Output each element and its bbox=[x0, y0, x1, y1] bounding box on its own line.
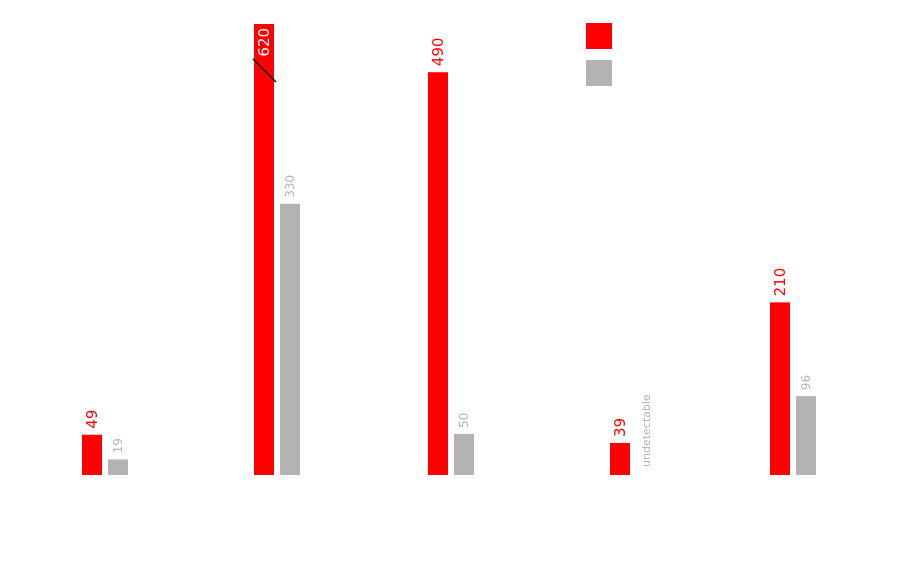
bar-s2-c3 bbox=[454, 433, 474, 475]
bar-s1-c5 bbox=[770, 302, 790, 475]
value-label-s1-c1: 49 bbox=[83, 410, 101, 429]
bar-s2-c5 bbox=[796, 396, 816, 475]
bars-layer bbox=[82, 24, 816, 476]
value-label-s2-c3: 50 bbox=[457, 413, 471, 428]
axis-break-mark bbox=[252, 58, 277, 83]
bar-s1-c4 bbox=[610, 442, 630, 475]
bar-s2-c2 bbox=[280, 203, 300, 476]
value-label-s2-c4: undetectable bbox=[640, 394, 653, 467]
value-label-s1-c3: 490 bbox=[429, 38, 447, 67]
value-label-s2-c1: 19 bbox=[111, 438, 125, 453]
bar-s1-c3 bbox=[428, 72, 448, 475]
value-label-s1-c2: 620 bbox=[255, 28, 273, 57]
legend-swatch-2 bbox=[586, 60, 612, 86]
value-label-s1-c4: 39 bbox=[611, 418, 629, 437]
value-label-s1-c5: 210 bbox=[771, 268, 789, 297]
legend bbox=[586, 23, 612, 86]
value-label-s2-c5: 96 bbox=[799, 375, 813, 390]
legend-swatch-1 bbox=[586, 23, 612, 49]
bar-s1-c1 bbox=[82, 434, 102, 475]
value-label-s2-c2: 330 bbox=[283, 175, 297, 198]
bar-s1-c2 bbox=[254, 24, 274, 475]
bar-s2-c1 bbox=[108, 459, 128, 475]
value-labels-layer: 49 620 490 39 210 19 330 50 undetectable 96 bbox=[83, 28, 813, 467]
